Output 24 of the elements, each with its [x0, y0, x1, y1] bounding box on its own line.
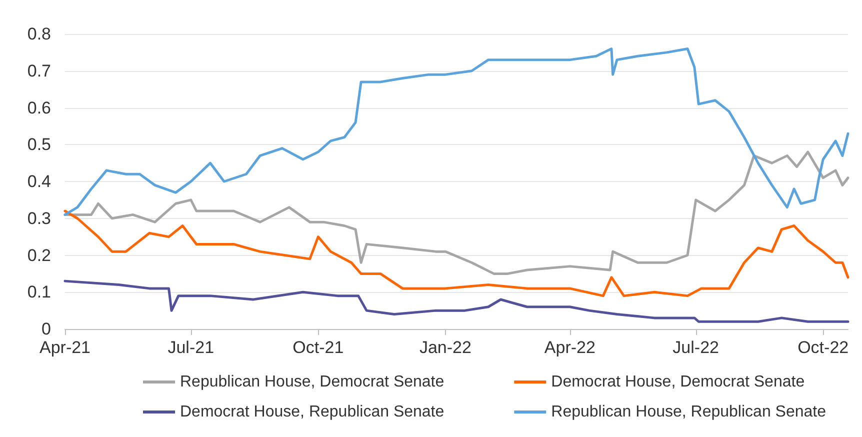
legend-label: Republican House, Republican Senate — [551, 404, 826, 420]
y-tick-label: 0.3 — [27, 208, 51, 228]
legend-label: Democrat House, Republican Senate — [180, 404, 444, 420]
line-series — [64, 210, 850, 298]
x-tick-label: Oct-22 — [798, 338, 849, 357]
y-tick-label: 0.4 — [27, 172, 51, 191]
x-tick-label: Oct-21 — [292, 338, 344, 357]
line-series — [64, 280, 850, 323]
y-tick-label: 0.2 — [27, 246, 51, 265]
legend-label: Republican House, Democrat Senate — [180, 374, 444, 390]
y-tick-label: 0 — [42, 320, 51, 338]
line-series — [64, 150, 850, 275]
x-tick-label: Apr-22 — [544, 338, 596, 357]
y-tick-label: 0.8 — [27, 24, 51, 44]
x-tick-label: Jul-21 — [168, 338, 214, 357]
x-tick-label: Apr-21 — [39, 338, 91, 357]
x-tick-label: Jan-22 — [419, 338, 472, 357]
line-series — [64, 48, 850, 216]
legend-label: Democrat House, Democrat Senate — [551, 374, 805, 390]
y-tick-label: 0.1 — [27, 282, 51, 302]
y-tick-label: 0.7 — [27, 61, 51, 80]
x-tick-label: Jul-22 — [672, 338, 719, 357]
y-tick-label: 0.6 — [27, 98, 51, 118]
y-tick-label: 0.5 — [27, 135, 51, 154]
